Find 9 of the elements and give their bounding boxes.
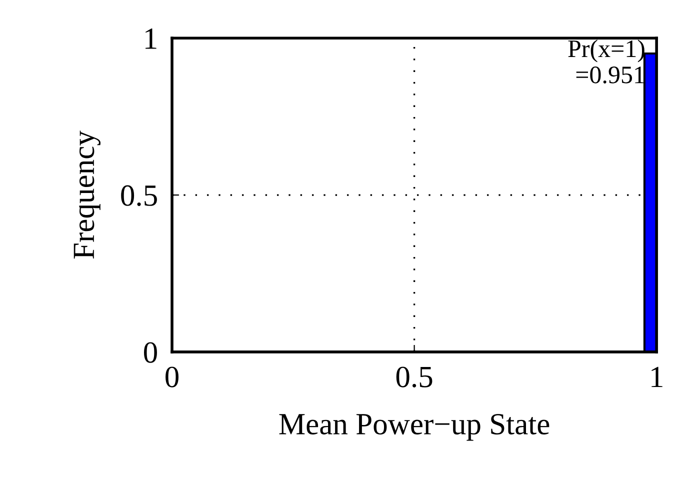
x-tick-label: 1 [652,366,662,388]
x-tick-label: 0.5 [396,366,432,388]
x-axis-title: Mean Power−up State [279,414,550,441]
y-axis-title: Frequency [74,130,100,259]
x-tick-label: 0 [166,366,178,388]
y-tick-label: 0.5 [121,185,157,206]
y-tick-label: 0 [144,342,157,363]
y-tick-label: 1 [146,28,156,49]
annotation: Pr(x=1) =0.951 [568,40,644,84]
